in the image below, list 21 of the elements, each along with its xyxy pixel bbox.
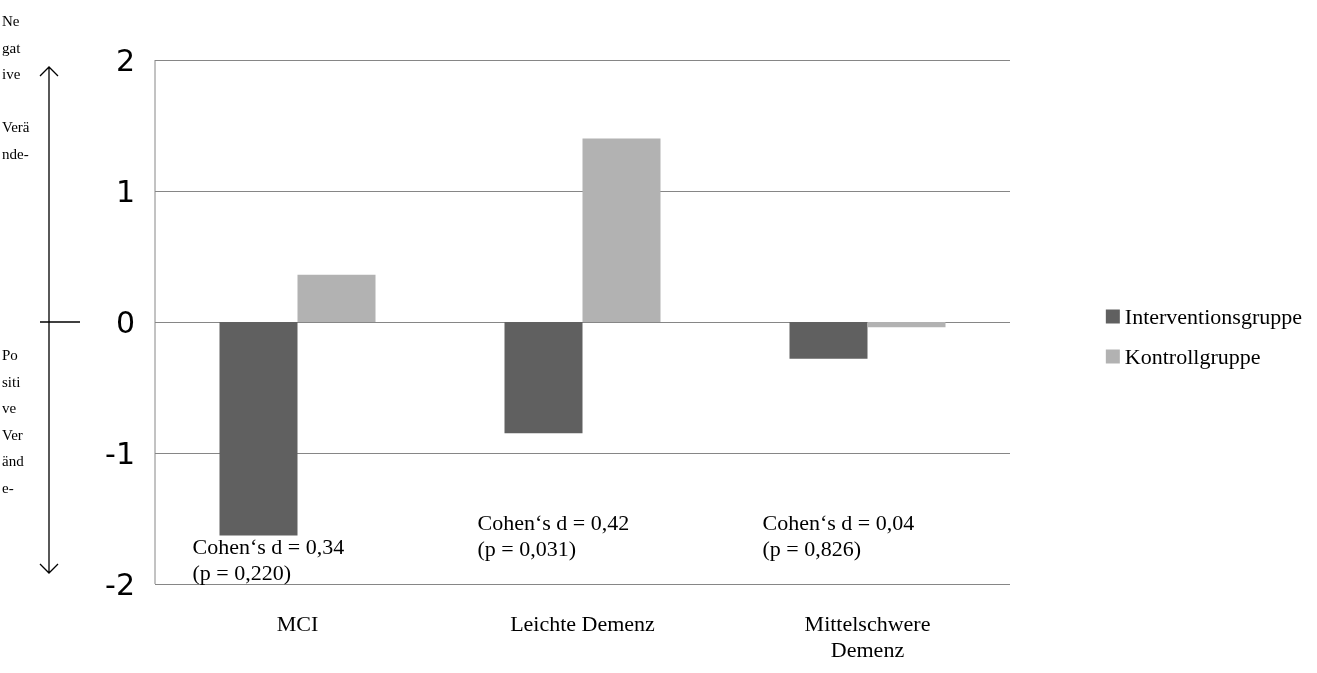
bar	[867, 322, 946, 328]
x-tick-label: MCI	[276, 610, 319, 636]
bar	[297, 274, 376, 322]
y-tick-label: 0	[115, 304, 135, 340]
bar	[789, 322, 868, 359]
x-tick-label: Leichte Demenz	[510, 610, 656, 636]
y-tick-label: -1	[105, 435, 135, 471]
annotation: Cohen‘s d = 0,42 (p = 0,031)	[477, 509, 630, 561]
bar	[582, 138, 661, 322]
x-tick-label: Mittelschwere Demenz	[804, 610, 931, 662]
y-tick-label: 2	[115, 42, 135, 78]
bar	[504, 322, 583, 434]
y-tick-label: 1	[115, 173, 135, 209]
legend-label: Interventionsgruppe	[1124, 304, 1302, 329]
bar	[219, 322, 298, 536]
annotation: Cohen‘s d = 0,34 (p = 0,220)	[192, 533, 345, 585]
text: Negative Verände-	[2, 13, 30, 162]
legend-label: Kontrollgruppe	[1124, 344, 1261, 369]
text: Positive Verände-	[2, 347, 25, 496]
annotation: Cohen‘s d = 0,04 (p = 0,826)	[762, 509, 915, 561]
y-tick-label: -2	[105, 566, 135, 602]
